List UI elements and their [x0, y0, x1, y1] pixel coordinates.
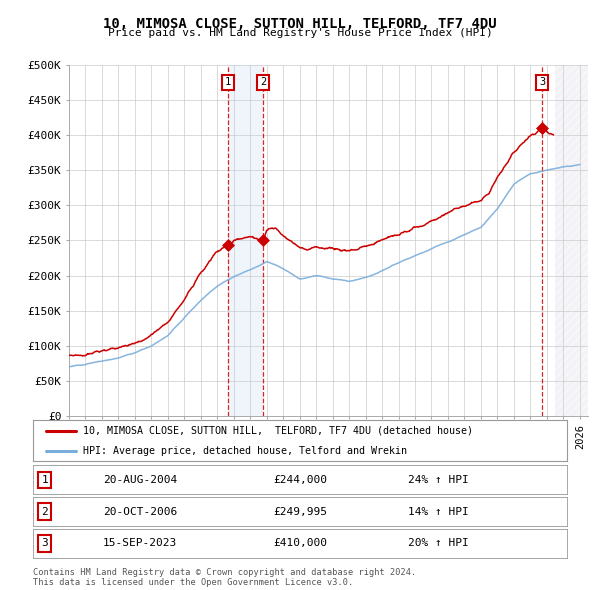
Text: 14% ↑ HPI: 14% ↑ HPI	[409, 507, 469, 516]
Text: Price paid vs. HM Land Registry's House Price Index (HPI): Price paid vs. HM Land Registry's House …	[107, 28, 493, 38]
Text: 2: 2	[260, 77, 266, 87]
Text: £249,995: £249,995	[273, 507, 327, 516]
Bar	[228, 65, 263, 416]
Text: 20-AUG-2004: 20-AUG-2004	[103, 475, 177, 484]
Text: 10, MIMOSA CLOSE, SUTTON HILL,  TELFORD, TF7 4DU (detached house): 10, MIMOSA CLOSE, SUTTON HILL, TELFORD, …	[83, 426, 473, 436]
Text: 3: 3	[41, 539, 48, 548]
Text: HPI: Average price, detached house, Telford and Wrekin: HPI: Average price, detached house, Telf…	[83, 445, 407, 455]
Text: 3: 3	[539, 77, 545, 87]
Text: 24% ↑ HPI: 24% ↑ HPI	[409, 475, 469, 484]
Text: Contains HM Land Registry data © Crown copyright and database right 2024.
This d: Contains HM Land Registry data © Crown c…	[33, 568, 416, 587]
Bar	[555, 65, 588, 416]
Text: £410,000: £410,000	[273, 539, 327, 548]
Text: 1: 1	[224, 77, 231, 87]
Text: £244,000: £244,000	[273, 475, 327, 484]
Text: 10, MIMOSA CLOSE, SUTTON HILL, TELFORD, TF7 4DU: 10, MIMOSA CLOSE, SUTTON HILL, TELFORD, …	[103, 17, 497, 31]
Text: 20-OCT-2006: 20-OCT-2006	[103, 507, 177, 516]
Bar	[555, 65, 588, 416]
Text: 2: 2	[41, 507, 48, 516]
Text: 15-SEP-2023: 15-SEP-2023	[103, 539, 177, 548]
Text: 1: 1	[41, 475, 48, 484]
Text: 20% ↑ HPI: 20% ↑ HPI	[409, 539, 469, 548]
